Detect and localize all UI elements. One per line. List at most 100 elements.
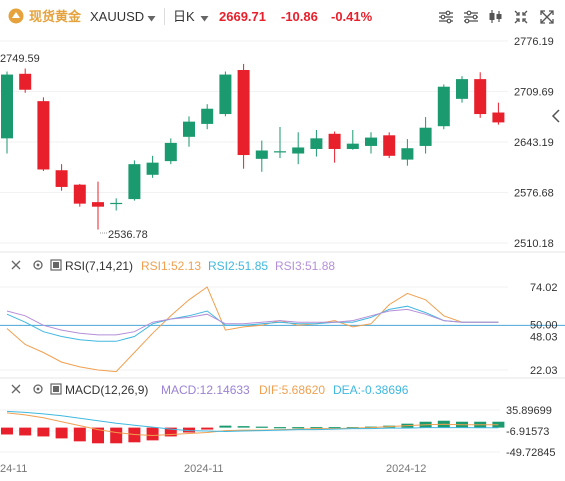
macd-series	[6, 410, 499, 437]
rsi-line-rsi2	[6, 305, 499, 342]
rsi-tick-label: 48.03	[530, 331, 558, 343]
candle	[92, 181, 104, 230]
candle-body	[274, 151, 286, 153]
macd-histogram-bar	[110, 427, 123, 444]
candle	[456, 76, 468, 103]
candle-body	[219, 74, 232, 115]
macd-histogram-bar	[37, 427, 50, 437]
candle-body	[456, 79, 468, 99]
candle	[492, 102, 505, 125]
rsi1-value: RSI1:52.13	[141, 259, 201, 273]
candlestick-icon[interactable]	[484, 7, 506, 27]
rsi-close-icon[interactable]	[11, 260, 21, 270]
price-change-percent: -0.41%	[331, 9, 373, 24]
rsi-pane-grid	[0, 286, 565, 371]
candle	[328, 131, 341, 163]
macd-hide-icon[interactable]	[50, 383, 62, 395]
candle-body	[237, 70, 250, 156]
macd-histogram-bar	[73, 427, 86, 442]
macd-tick-label: -6.91573	[506, 426, 549, 438]
price-tick-label: 2576.68	[514, 188, 554, 200]
macd-histogram-bar	[19, 427, 32, 436]
candle-body	[419, 127, 432, 146]
high-price-annotation: 2749.59	[0, 53, 40, 65]
candle-body	[201, 108, 214, 124]
macd-histogram-bar	[1, 427, 13, 435]
macd-histogram-bar	[255, 426, 268, 428]
candle	[146, 155, 159, 178]
candle-body	[183, 121, 195, 137]
candle	[383, 132, 396, 159]
header-divider	[164, 8, 165, 25]
indicator-settings-icon[interactable]	[435, 7, 457, 27]
rsi-line-rsi3	[6, 308, 499, 336]
rsi-tick-label: 22.03	[530, 365, 558, 377]
symbol-dropdown-icon[interactable]	[147, 11, 156, 26]
candle	[73, 183, 86, 207]
collapse-panel-button[interactable]	[547, 104, 565, 128]
price-change: -10.86	[281, 9, 318, 24]
macd-close-icon[interactable]	[11, 384, 21, 394]
candle-body	[328, 133, 341, 149]
candle-body	[55, 170, 68, 187]
candle-body	[37, 101, 50, 170]
macd-histogram-bar	[292, 427, 305, 429]
candle-body	[146, 162, 159, 175]
symbol-name[interactable]: 现货黄金	[29, 9, 82, 24]
rsi-hide-icon[interactable]	[50, 259, 62, 271]
candle	[1, 71, 13, 154]
compress-icon[interactable]	[510, 7, 532, 27]
macd-histogram-bar	[183, 427, 195, 433]
price-tick-label: 2709.69	[514, 86, 554, 98]
rsi-legend: RSI(7,14,21) RSI1:52.13 RSI2:51.85 RSI3:…	[11, 259, 335, 273]
candle	[55, 164, 68, 191]
macd-line-dif	[6, 412, 499, 437]
symbol-code[interactable]: XAUUSD	[90, 9, 145, 24]
macd-legend-title: MACD(12,26,9)	[65, 383, 148, 397]
macd-histogram-bar	[55, 427, 68, 439]
macd-settings-icon[interactable]	[33, 384, 43, 394]
candle	[292, 132, 305, 165]
macd-histogram-bar	[219, 425, 232, 428]
rsi-tick-label: 74.02	[530, 282, 558, 294]
fullscreen-icon[interactable]	[536, 7, 558, 27]
candle-body	[19, 73, 32, 90]
macd-legend: MACD(12,26,9) MACD:12.14633 DIF:5.68620 …	[11, 383, 409, 397]
candle-body	[164, 142, 177, 162]
candle	[437, 84, 450, 130]
interval-dropdown-icon[interactable]	[200, 11, 209, 26]
candle-body	[365, 137, 377, 146]
candle	[237, 63, 250, 169]
macd-axis: 35.89699 -6.91573 -49.72845	[506, 405, 556, 459]
candle-body	[346, 143, 359, 149]
macd-histogram-bar	[92, 427, 104, 444]
macd-histogram-bar	[310, 427, 323, 429]
candle	[201, 104, 214, 130]
x-axis-label-2: 2024-11	[184, 463, 224, 475]
candle-body	[110, 202, 123, 205]
main-pane-grid	[0, 40, 508, 244]
candle	[19, 68, 32, 93]
candle-body	[255, 150, 268, 159]
candle	[37, 97, 50, 171]
chart-type-icon[interactable]	[460, 7, 482, 27]
rsi-line-rsi1	[6, 286, 499, 373]
candle-body	[474, 79, 487, 115]
rsi-settings-icon[interactable]	[33, 260, 43, 270]
low-price-annotation: 2536.78	[108, 229, 148, 241]
rsi2-value: RSI2:51.85	[208, 259, 268, 273]
candle-body	[310, 138, 323, 149]
macd-histogram-bar	[201, 427, 214, 430]
candle	[110, 198, 123, 211]
macd-histogram-bar	[164, 427, 177, 437]
interval-selector[interactable]: 日K	[173, 9, 195, 24]
macd-histogram-bar	[274, 427, 286, 429]
candle-body	[492, 112, 505, 123]
macd-value: MACD:12.14633	[161, 383, 250, 397]
candle-body	[128, 164, 141, 200]
candle-body	[73, 184, 86, 204]
candle	[128, 160, 141, 201]
candle	[474, 72, 487, 118]
